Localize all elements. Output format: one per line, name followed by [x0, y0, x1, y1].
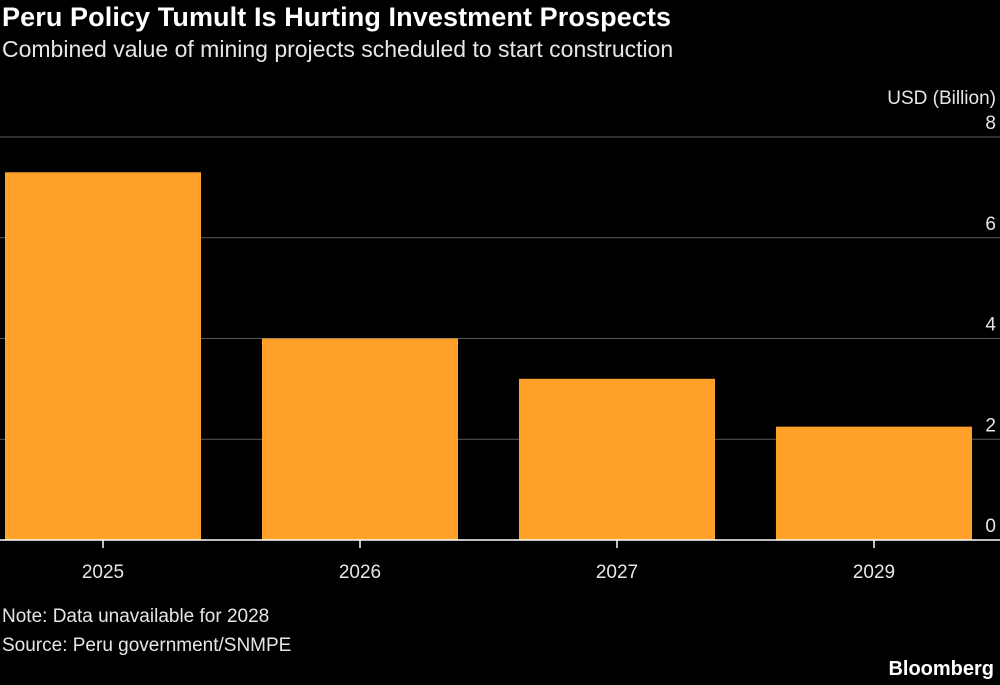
bar-2029 — [776, 426, 972, 540]
y-axis-label: USD (Billion) — [887, 88, 996, 109]
bar-2025 — [5, 172, 201, 540]
bar-chart: 0 2 4 6 8 2025 2026 2027 2029 USD (Billion) — [0, 88, 1000, 583]
y-tick-label: 4 — [985, 315, 996, 336]
y-tick-label: 6 — [985, 214, 996, 235]
x-tick-label: 2025 — [82, 562, 124, 583]
chart-title: Peru Policy Tumult Is Hurting Investment… — [2, 2, 672, 32]
bar-2026 — [262, 338, 458, 540]
x-tick-label: 2029 — [853, 562, 895, 583]
axes: 0 2 4 6 8 2025 2026 2027 2029 — [0, 113, 1000, 583]
y-tick-label: 8 — [985, 113, 996, 134]
bars — [5, 172, 972, 540]
bar-2027 — [519, 378, 715, 540]
x-tick-label: 2026 — [339, 562, 381, 583]
x-tick-label: 2027 — [596, 562, 638, 583]
chart-note: Note: Data unavailable for 2028 — [2, 606, 270, 627]
y-tick-label: 2 — [985, 415, 996, 436]
chart-source: Source: Peru government/SNMPE — [2, 635, 292, 656]
brand-logo: Bloomberg — [888, 658, 994, 680]
chart-subtitle: Combined value of mining projects schedu… — [2, 36, 674, 62]
y-tick-label: 0 — [985, 516, 996, 537]
